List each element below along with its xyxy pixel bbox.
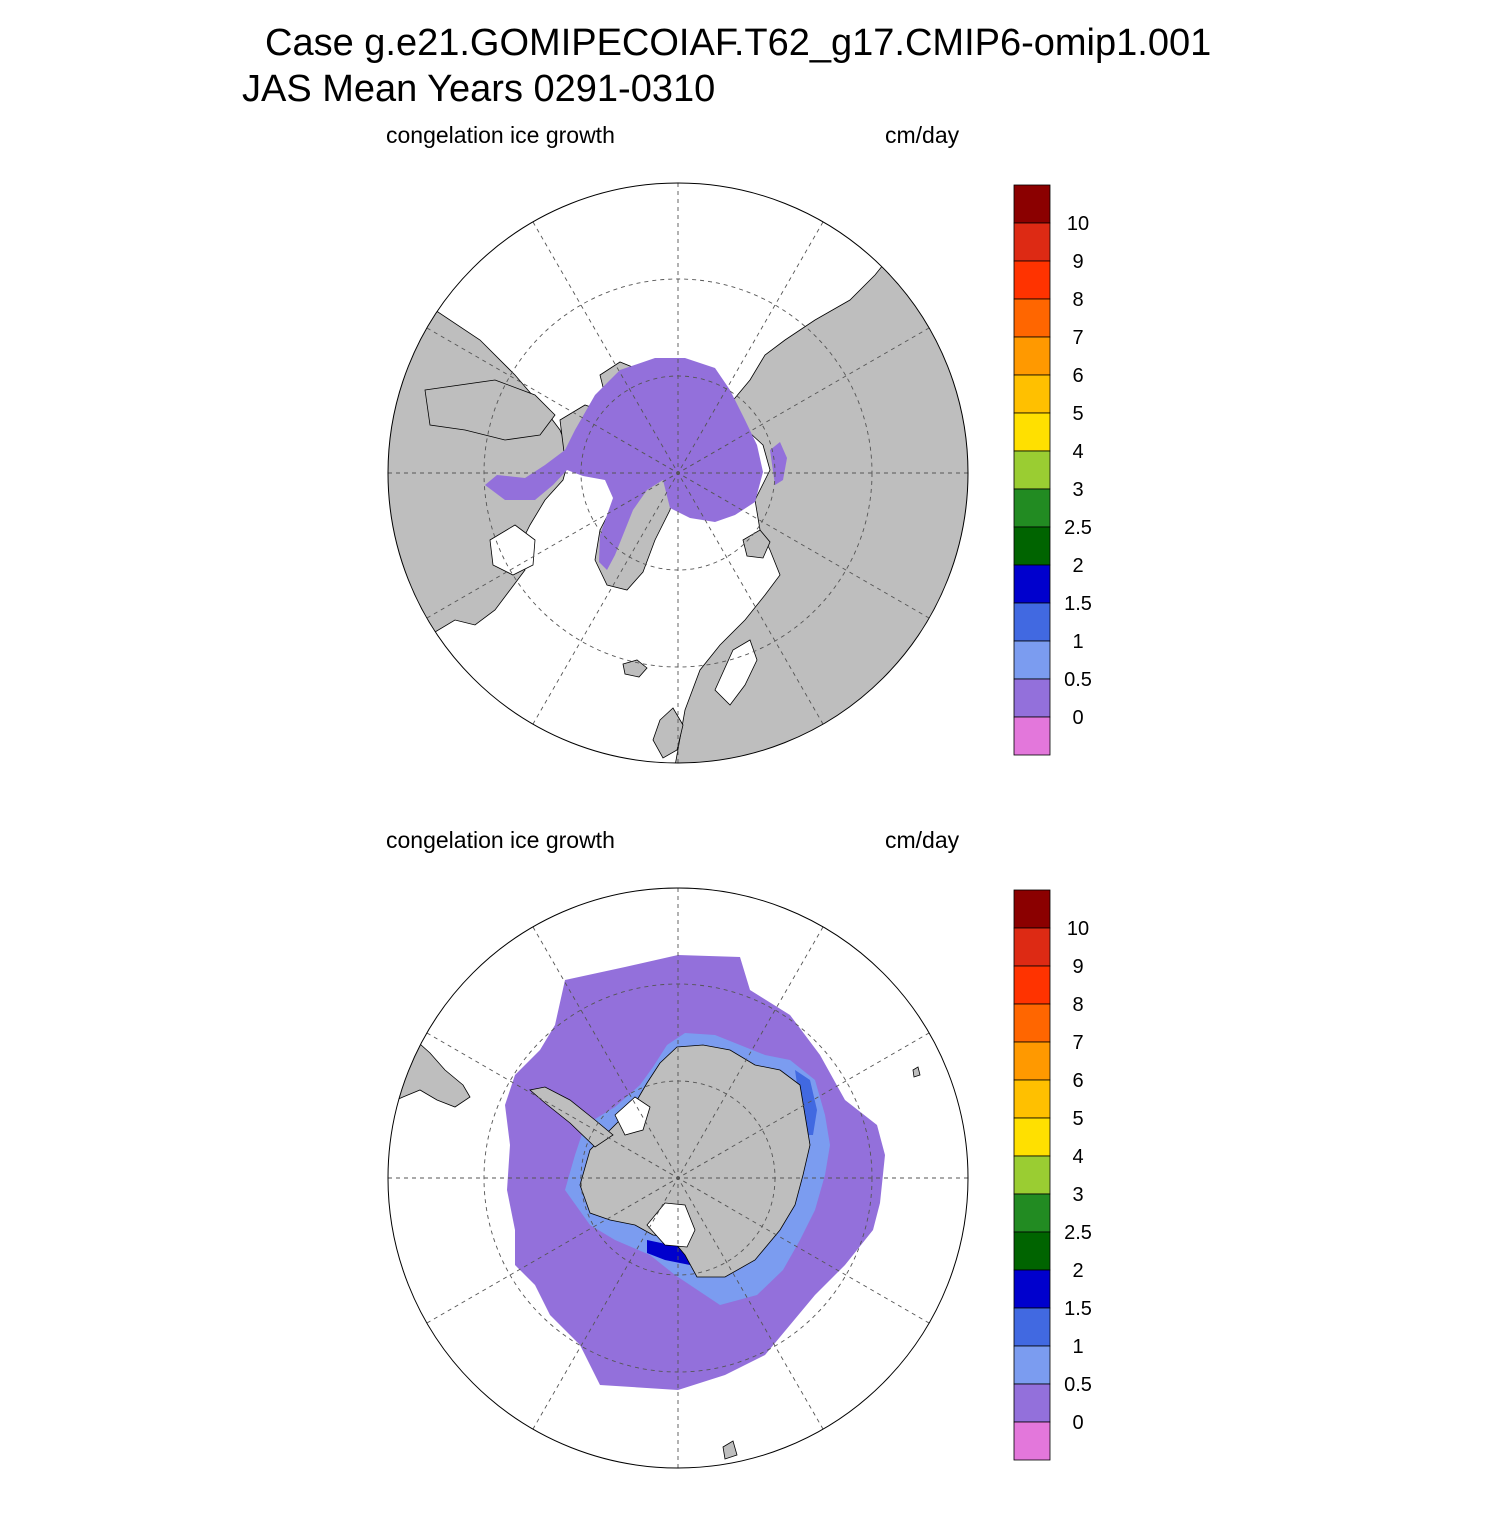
colorbar-swatch	[1013, 526, 1051, 566]
arctic-units-label: cm/day	[885, 122, 960, 148]
alaska-landmass	[424, 379, 556, 441]
colorbar-swatch	[1013, 1193, 1051, 1233]
arctic-map-border	[387, 182, 969, 764]
hudson-bay	[489, 524, 536, 576]
colorbar-swatch	[1013, 889, 1051, 929]
colorbar-tick-label: 8	[1072, 289, 1083, 311]
ross-ice-shelf	[646, 1202, 696, 1248]
colorbar-tick-label: 9	[1072, 956, 1083, 978]
colorbar-swatch	[1013, 336, 1051, 376]
colorbar-swatch	[1013, 1155, 1051, 1195]
colorbar-tick-label: 1.5	[1064, 593, 1092, 615]
colorbar-tick-label: 1	[1072, 631, 1083, 653]
antarctic-polar-map[interactable]	[385, 885, 971, 1471]
colorbar-swatch	[1013, 298, 1051, 338]
iceland-landmass	[622, 659, 648, 678]
colorbar-swatch	[1013, 260, 1051, 300]
colorbar-tick-label: 6	[1072, 365, 1083, 387]
colorbar-tick-label: 0	[1072, 707, 1083, 729]
figure-title-case: Case g.e21.GOMIPECOIAF.T62_g17.CMIP6-omi…	[265, 22, 1212, 64]
colorbar-tick-label: 0.5	[1064, 1374, 1092, 1396]
colorbar-tick-label: 2	[1072, 555, 1083, 577]
british-isles-landmass	[652, 707, 684, 759]
colorbar-swatch	[1013, 1231, 1051, 1271]
colorbar-tick-label: 7	[1072, 327, 1083, 349]
colorbar-swatch	[1013, 488, 1051, 528]
colorbar-tick-label: 3	[1072, 1184, 1083, 1206]
arctic-ice-patch	[770, 442, 787, 485]
colorbar-swatch	[1013, 927, 1051, 967]
colorbar-tick-label: 9	[1072, 251, 1083, 273]
sub-antarctic-island	[722, 1440, 738, 1460]
colorbar-swatch	[1013, 564, 1051, 604]
arctic-ice-growth-field	[485, 358, 763, 570]
antarctic-panel: congelation ice growth cm/day	[0, 815, 1500, 1515]
colorbar-tick-label: 4	[1072, 441, 1083, 463]
colorbar-swatch	[1013, 1269, 1051, 1309]
colorbar-tick-label: 10	[1067, 213, 1089, 235]
antarctic-colorbar: 10 9 8 7 6 5 4 3 2.5 2 1.5 1 0.5 0	[1013, 889, 1092, 1461]
colorbar-swatch	[1013, 412, 1051, 452]
baltic-sea	[714, 639, 758, 706]
colorbar-swatch	[1013, 450, 1051, 490]
colorbar-tick-label: 0.5	[1064, 669, 1092, 691]
colorbar-swatch	[1013, 184, 1051, 224]
antarctic-units-label: cm/day	[885, 827, 960, 853]
arctic-colorbar: 10 9 8 7 6 5 4 3 2.5 2 1.5 1 0.5 0	[1013, 184, 1092, 756]
svalbard-landmass	[742, 529, 771, 559]
colorbar-tick-label: 1.5	[1064, 1298, 1092, 1320]
arctic-polar-map[interactable]	[385, 180, 971, 766]
colorbar-swatch	[1013, 374, 1051, 414]
colorbar-swatch	[1013, 1079, 1051, 1119]
antarctic-variable-label: congelation ice growth	[386, 827, 615, 853]
colorbar-swatch	[1013, 1383, 1051, 1423]
colorbar-tick-label: 2	[1072, 1260, 1083, 1282]
colorbar-swatch	[1013, 1003, 1051, 1043]
colorbar-swatch	[1013, 602, 1051, 642]
colorbar-tick-label: 3	[1072, 479, 1083, 501]
colorbar-tick-label: 7	[1072, 1032, 1083, 1054]
arctic-graticule	[388, 183, 968, 763]
colorbar-tick-label: 5	[1072, 403, 1083, 425]
colorbar-tick-label: 6	[1072, 1070, 1083, 1092]
colorbar-swatch	[1013, 678, 1051, 718]
antarctic-map-border	[387, 887, 969, 1469]
colorbar-tick-label: 10	[1067, 918, 1089, 940]
colorbar-swatch	[1013, 1117, 1051, 1157]
arctic-panel: congelation ice growth cm/day	[0, 110, 1500, 810]
antarctic-graticule	[388, 888, 968, 1468]
colorbar-tick-label: 8	[1072, 994, 1083, 1016]
colorbar-swatch	[1013, 965, 1051, 1005]
colorbar-swatch	[1013, 1041, 1051, 1081]
colorbar-swatch	[1013, 716, 1051, 756]
colorbar-swatch	[1013, 222, 1051, 262]
colorbar-swatch	[1013, 1345, 1051, 1385]
colorbar-tick-label: 5	[1072, 1108, 1083, 1130]
weddell-ice-shelf	[614, 1096, 651, 1136]
colorbar-swatch	[1013, 640, 1051, 680]
colorbar-tick-label: 2.5	[1064, 517, 1092, 539]
colorbar-tick-label: 1	[1072, 1336, 1083, 1358]
figure-title-period: JAS Mean Years 0291-0310	[242, 68, 716, 110]
sub-antarctic-island	[912, 1066, 921, 1078]
colorbar-tick-label: 2.5	[1064, 1222, 1092, 1244]
colorbar-tick-label: 4	[1072, 1146, 1083, 1168]
colorbar-tick-label: 0	[1072, 1412, 1083, 1434]
colorbar-swatch	[1013, 1307, 1051, 1347]
colorbar-swatch	[1013, 1421, 1051, 1461]
antarctic-coastal-band-dark	[647, 1240, 697, 1265]
arctic-variable-label: congelation ice growth	[386, 122, 615, 148]
